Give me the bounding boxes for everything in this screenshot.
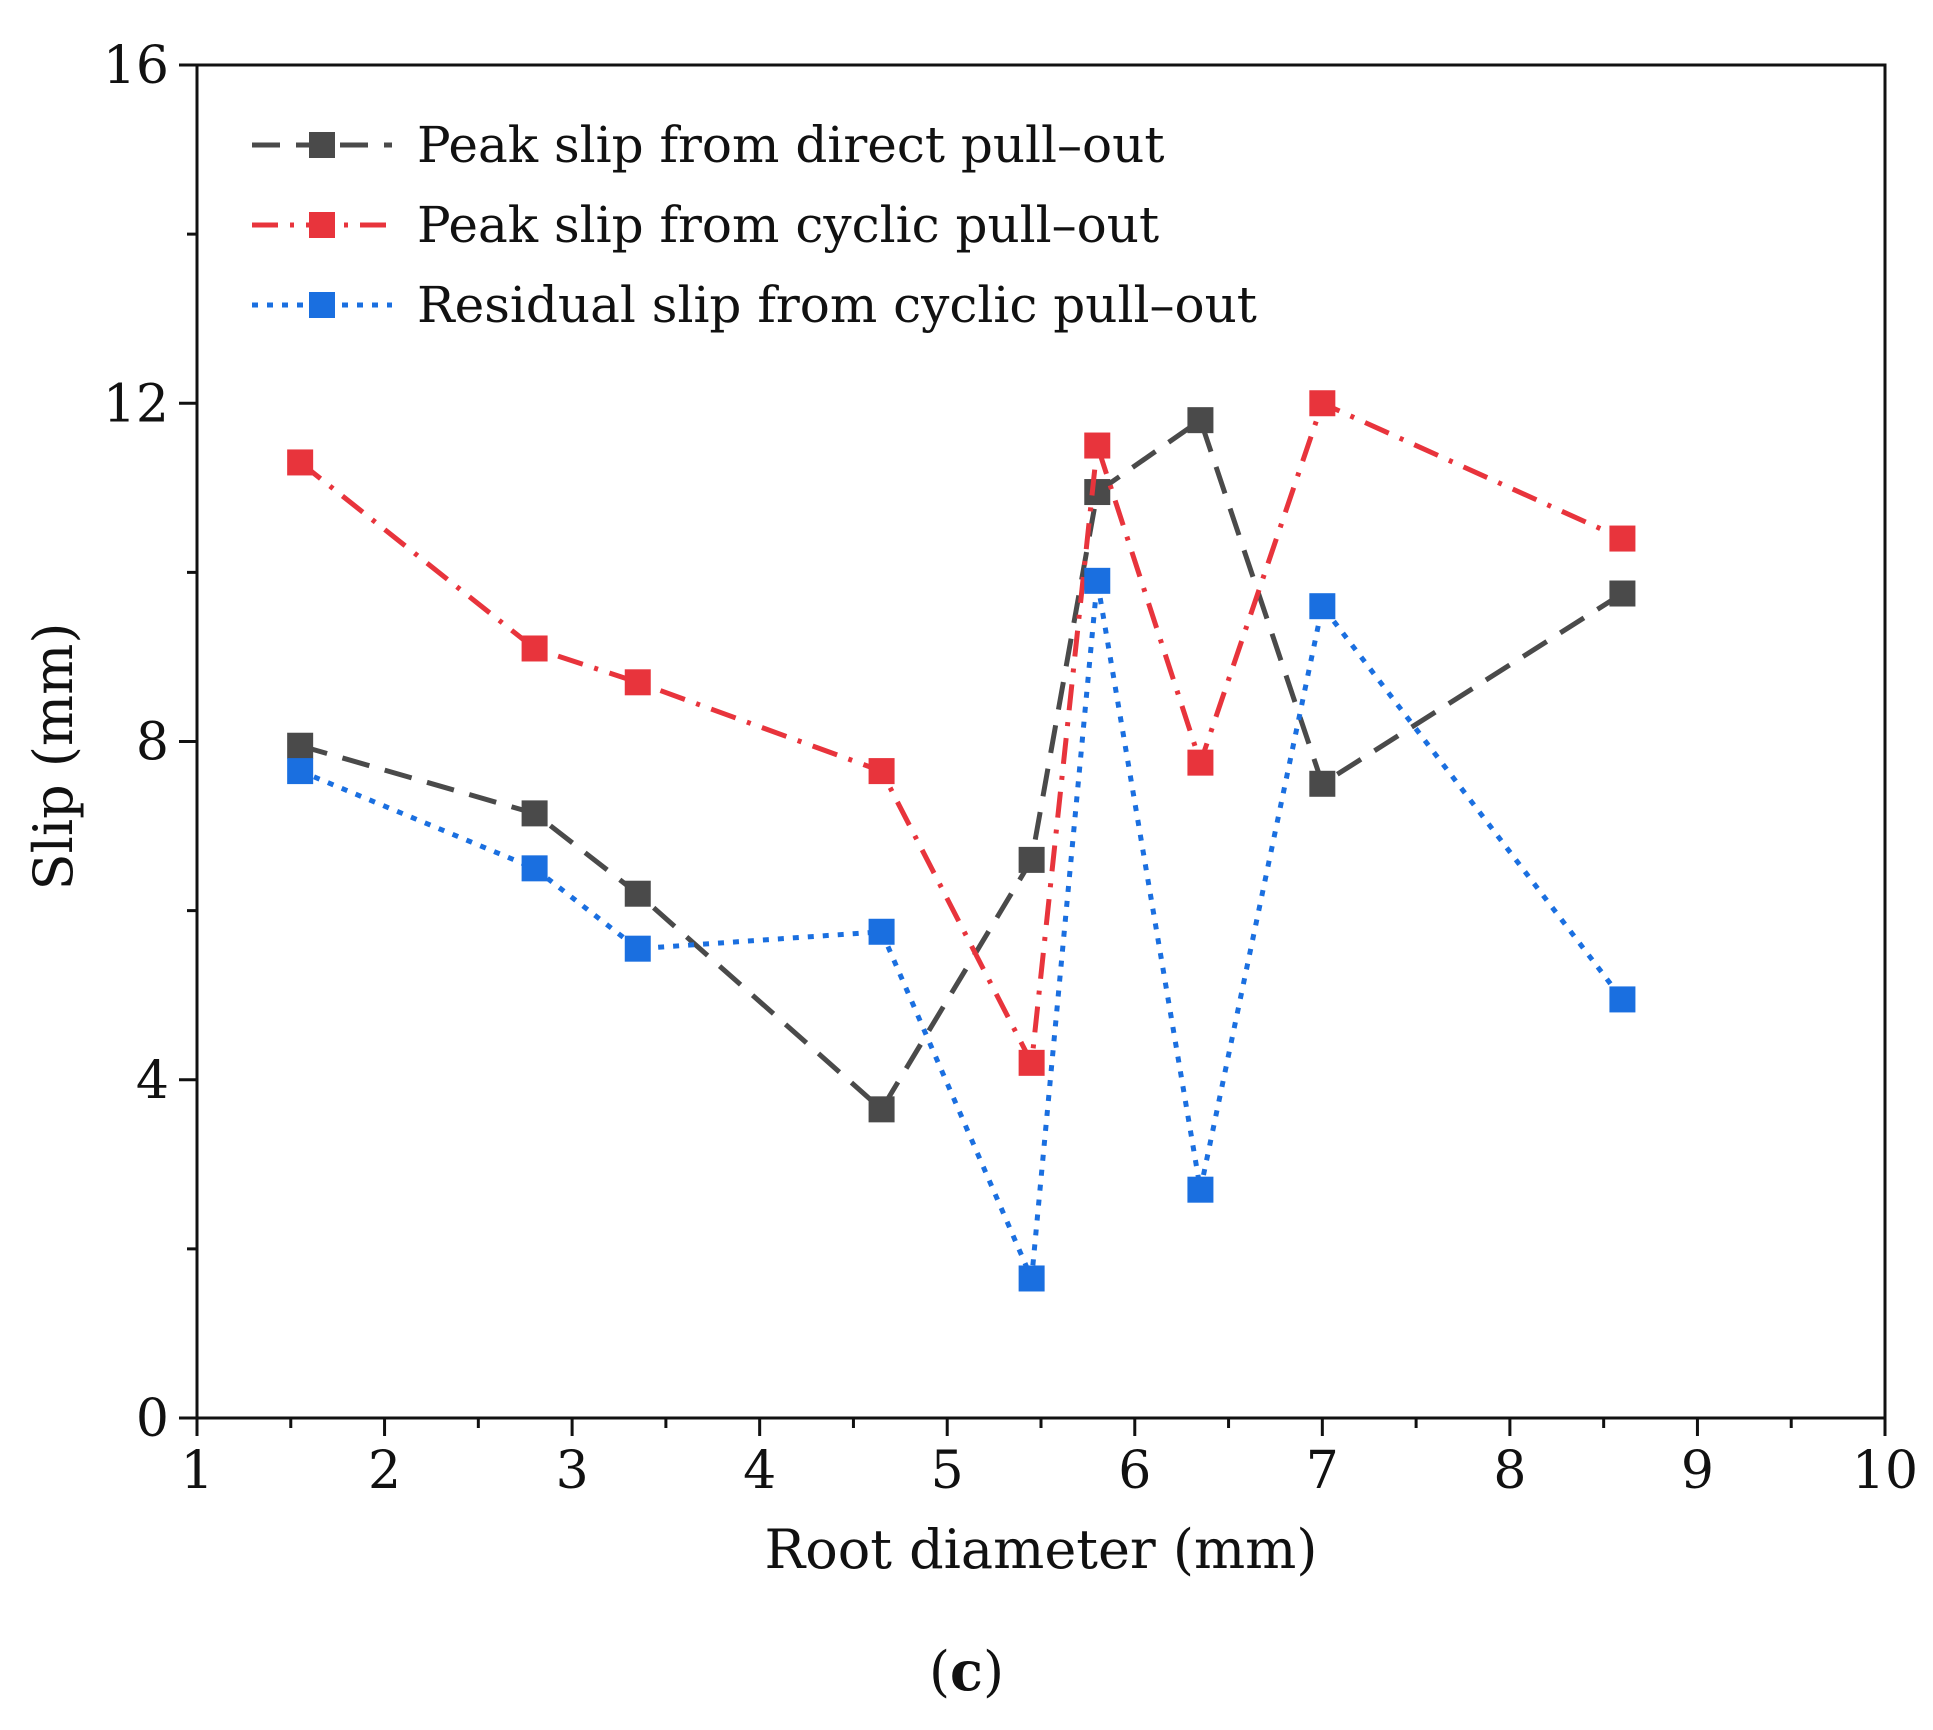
y-tick-label: 4 [136,1051,169,1111]
legend-label: Peak slip from direct pull–out [417,116,1164,174]
data-point [624,880,651,907]
x-tick-label: 3 [556,1441,589,1501]
data-point [1018,1049,1045,1076]
caption-letter: c [950,1639,983,1703]
plot-frame [195,63,1887,1420]
legend-item: Peak slip from cyclic pull–out [252,196,1159,254]
data-point [287,732,314,759]
series-line [299,417,1624,1112]
data-point [1609,580,1636,607]
data-point [1084,432,1111,459]
legend-item: Residual slip from cyclic pull–out [252,276,1257,334]
x-tick-label: 10 [1852,1441,1918,1501]
legend-marker [309,212,335,238]
x-tick-label: 5 [931,1441,964,1501]
data-point [1309,390,1336,417]
legend-label: Peak slip from cyclic pull–out [417,196,1159,254]
series-1 [287,407,1636,1123]
x-tick-label: 1 [180,1441,213,1501]
data-point [624,669,651,696]
y-tick-label: 0 [136,1389,169,1449]
data-point [521,800,548,827]
data-point [1187,407,1214,434]
data-point [287,449,314,476]
legend: Peak slip from direct pull–out Peak slip … [252,116,1257,334]
data-point [1084,479,1111,506]
data-point [1609,525,1636,552]
data-point [868,1096,895,1123]
x-axis-title: Root diameter (mm) [765,1518,1318,1581]
y-axis-title: Slip (mm) [22,623,85,891]
data-point [287,758,314,785]
data-point [1187,1176,1214,1203]
x-tick-label: 9 [1681,1441,1714,1501]
data-point [868,758,895,785]
y-tick-label: 16 [103,36,169,96]
caption-close: ) [983,1640,1004,1703]
x-tick-label: 6 [1118,1441,1151,1501]
legend-marker [309,292,335,318]
legend-label: Residual slip from cyclic pull–out [417,276,1257,334]
series-2 [287,390,1636,1076]
data-point [1309,770,1336,797]
data-point [1084,567,1111,594]
data-point [1187,749,1214,776]
data-point [521,635,548,662]
series-3 [287,567,1636,1292]
y-tick-label: 8 [136,713,169,773]
data-point [1018,1265,1045,1292]
y-tick-label: 12 [103,374,169,434]
legend-marker [309,132,335,158]
data-point [521,855,548,882]
data-point [1309,593,1336,620]
x-tick-label: 4 [743,1441,776,1501]
series-line [299,578,1625,1281]
data-point [1609,986,1636,1013]
plot-marks [287,390,1636,1292]
axis-ticks [179,63,1887,1436]
caption-open: ( [929,1640,950,1703]
figure-caption: (c) [929,1639,1004,1703]
legend-item: Peak slip from direct pull–out [252,116,1164,174]
series-line [298,400,1624,1066]
data-point [624,935,651,962]
x-tick-label: 2 [368,1441,401,1501]
data-point [868,918,895,945]
x-tick-label: 7 [1306,1441,1339,1501]
data-point [1018,846,1045,873]
x-tick-label: 8 [1493,1441,1526,1501]
